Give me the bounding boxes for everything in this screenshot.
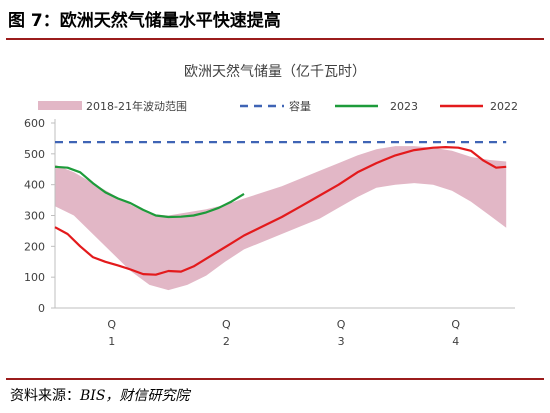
chart-title: 欧洲天然气储量（亿千瓦时） (184, 63, 366, 80)
y-tick-label: 500 (24, 148, 45, 161)
source-prefix: 资料来源： (10, 388, 80, 404)
plot-area: 0 100 200 300 400 500 600 Q 1 Q 2 Q 3 Q 4 (24, 117, 515, 348)
legend: 2018-21年波动范围 容量 2023 2022 (38, 99, 518, 113)
title-rule (6, 38, 544, 40)
y-tick-label: 400 (24, 179, 45, 192)
chart-svg: 欧洲天然气储量（亿千瓦时） 2018-21年波动范围 容量 2023 2022 … (24, 63, 518, 348)
y-tick-label: 200 (24, 240, 45, 253)
legend-band-swatch (38, 101, 82, 110)
figure-title: 图 7：欧洲天然气储量水平快速提高 (8, 11, 281, 31)
y-tick-label: 300 (24, 210, 45, 223)
y-tick-label: 0 (38, 302, 45, 315)
source-text: BIS，财信研究院 (80, 388, 190, 404)
legend-band-label: 2018-21年波动范围 (86, 99, 187, 113)
legend-2022-label: 2022 (490, 100, 518, 113)
source-rule (6, 378, 544, 380)
y-tick-label: 600 (24, 117, 45, 130)
source-note: 资料来源：BIS，财信研究院 (10, 385, 189, 405)
series-line-y2023 (54, 165, 245, 219)
y-tick-label: 100 (24, 271, 45, 284)
legend-capacity-label: 容量 (289, 99, 311, 113)
series-line-y2022 (54, 145, 507, 276)
legend-2023-label: 2023 (390, 100, 418, 113)
